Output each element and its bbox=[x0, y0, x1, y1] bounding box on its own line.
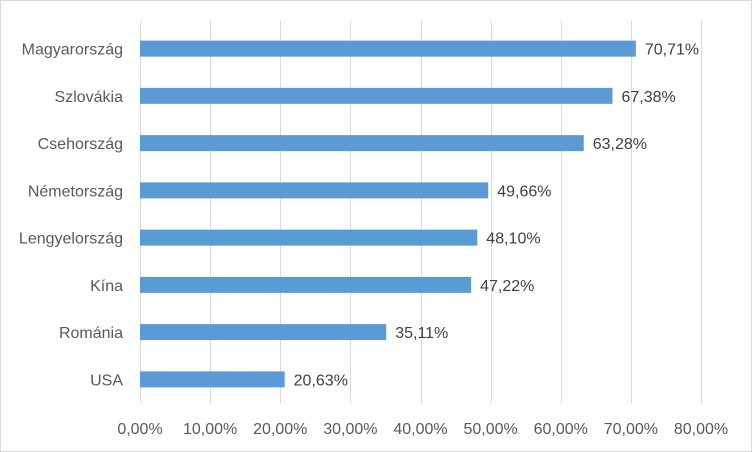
category-label: Kína bbox=[90, 278, 123, 295]
gridlines bbox=[140, 21, 702, 403]
x-tick-label: 80,00% bbox=[674, 421, 728, 438]
bar bbox=[140, 182, 489, 199]
bar bbox=[140, 371, 285, 388]
data-label: 63,28% bbox=[593, 136, 647, 153]
data-label: 20,63% bbox=[294, 372, 348, 389]
data-label: 70,71% bbox=[645, 42, 699, 59]
data-label: 47,22% bbox=[480, 278, 534, 295]
bar bbox=[140, 40, 636, 57]
x-axis-tick-labels: 0,00% 10,00% 20,00% 30,00% 40,00% 50,00% 60,00… bbox=[117, 421, 728, 438]
data-label: 49,66% bbox=[497, 183, 551, 200]
category-label: Németország bbox=[28, 183, 123, 200]
data-labels: 70,71% 67,38% 63,28% 49,66% 48,10% 47,22% 35,1… bbox=[294, 42, 699, 390]
category-labels: Magyarország Szlovákia Csehország Németorsz… bbox=[19, 42, 123, 390]
x-tick-label: 10,00% bbox=[183, 421, 237, 438]
bar bbox=[140, 229, 478, 246]
data-label: 67,38% bbox=[622, 89, 676, 106]
category-label: Szlovákia bbox=[55, 89, 124, 106]
bar bbox=[140, 135, 584, 152]
category-label: Magyarország bbox=[22, 42, 123, 59]
data-label: 35,11% bbox=[395, 325, 448, 342]
bar bbox=[140, 87, 613, 104]
bar bbox=[140, 324, 387, 341]
x-tick-label: 30,00% bbox=[323, 421, 377, 438]
bar bbox=[140, 276, 472, 293]
x-tick-label: 60,00% bbox=[534, 421, 588, 438]
category-label: USA bbox=[90, 372, 123, 389]
category-label: Csehország bbox=[38, 136, 123, 153]
x-tick-label: 70,00% bbox=[604, 421, 658, 438]
category-label: Lengyelország bbox=[19, 231, 123, 248]
x-tick-label: 40,00% bbox=[393, 421, 447, 438]
x-tick-label: 0,00% bbox=[117, 421, 162, 438]
data-label: 48,10% bbox=[486, 231, 540, 248]
x-tick-label: 20,00% bbox=[253, 421, 307, 438]
bars bbox=[140, 40, 636, 388]
x-tick-label: 50,00% bbox=[463, 421, 517, 438]
category-label: Románia bbox=[59, 325, 123, 342]
